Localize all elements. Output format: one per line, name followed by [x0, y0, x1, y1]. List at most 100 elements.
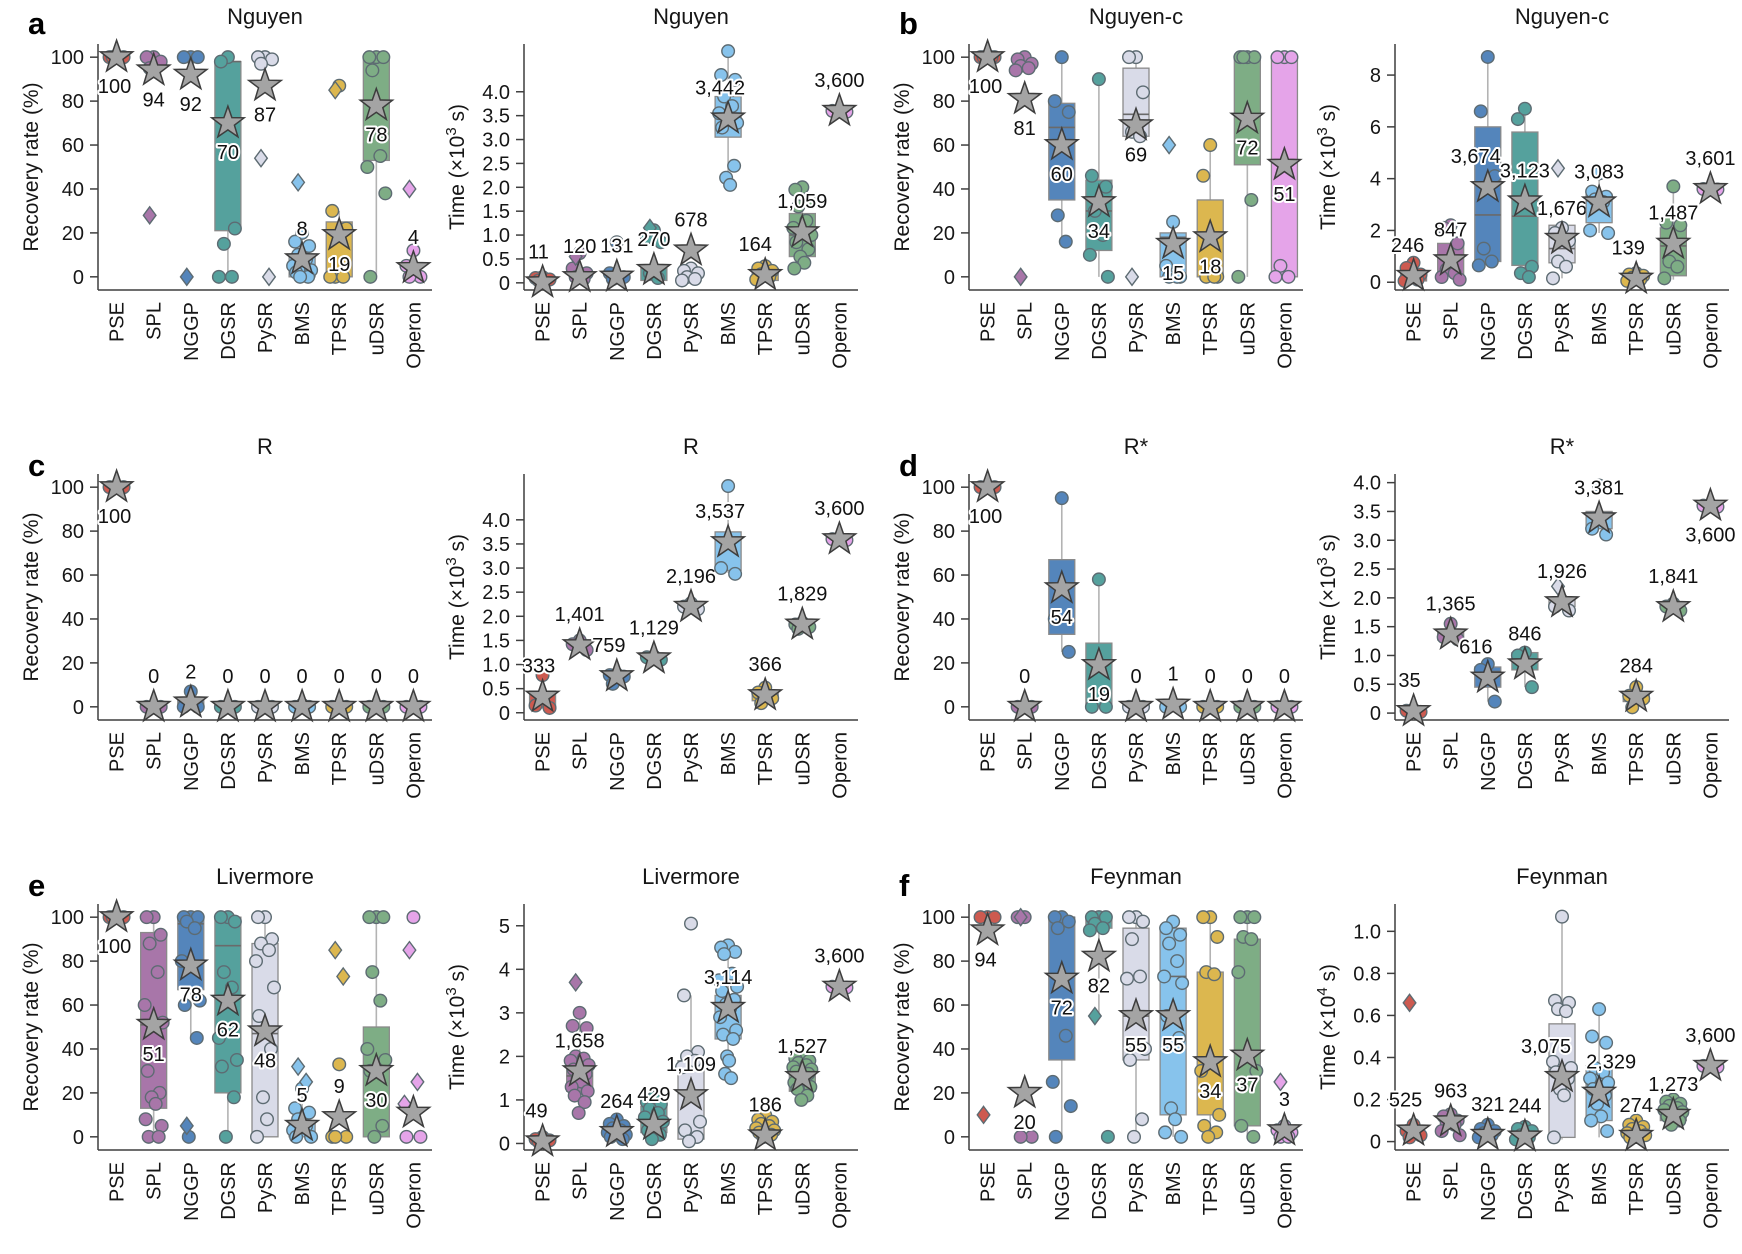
value-label: 18: [1199, 256, 1221, 278]
y-tick-label: 3.0: [1353, 530, 1381, 552]
x-axis: PSE SPL NGGP DGSR PySR BMS TPSR uDSR Operon: [969, 1149, 1303, 1229]
value-label: 69: [1125, 144, 1147, 166]
value-label: 3,083: [1574, 161, 1624, 183]
x-tick-label: SPL: [1441, 1162, 1463, 1200]
series-Operon: 4: [395, 179, 432, 284]
star-marker: [746, 255, 784, 291]
y-tick-label: 80: [933, 521, 955, 543]
series-uDSR: 1,487: [1646, 179, 1700, 286]
chart-title: Nguyen: [653, 4, 729, 29]
value-label: 100: [969, 506, 1002, 528]
data-dot: [1157, 969, 1172, 984]
value-label: 120: [563, 236, 596, 258]
data-dot: [192, 993, 207, 1008]
value-label: 8: [297, 218, 308, 240]
boxplot-svg: Nguyen Recovery rate (%) 0 20 40 60 80 100 PSE SP…: [20, 4, 432, 369]
x-tick-label: Operon: [1274, 302, 1296, 369]
panel-letter-f: f: [899, 868, 910, 903]
value-label: 100: [969, 76, 1002, 98]
x-tick-label: TPSR: [755, 302, 777, 355]
series-Operon: 3,600: [812, 944, 866, 1003]
data-dot: [1091, 72, 1106, 87]
data-diamond: [1124, 267, 1140, 287]
x-tick-label: PSE: [1404, 732, 1426, 772]
data-dot: [1583, 223, 1598, 238]
panel-a: a Nguyen Recovery rate (%) 0 20 40 60 80 100 PSE…: [0, 0, 871, 430]
data-dot: [1592, 478, 1607, 493]
y-axis: 0 20 40 60 80 100: [51, 904, 99, 1150]
value-label: 1,829: [777, 584, 827, 606]
star-marker: [746, 1116, 784, 1151]
x-tick-label: SPL: [1441, 302, 1463, 340]
data-dot: [137, 998, 152, 1013]
series-PSE: 246: [1389, 233, 1432, 292]
data-dot: [1021, 61, 1036, 76]
value-label: 0: [1130, 666, 1141, 688]
series-TPSR: 9: [320, 940, 358, 1144]
star-marker: [821, 967, 858, 1003]
star-marker: [172, 683, 210, 719]
series-BMS: 0: [283, 664, 321, 723]
star-marker: [358, 1051, 395, 1087]
star-marker: [358, 687, 395, 723]
x-tick-label: BMS: [292, 1162, 314, 1205]
value-label: 963: [1434, 1080, 1467, 1102]
x-tick-label: PySR: [1552, 1162, 1574, 1213]
x-tick-label: uDSR: [792, 732, 814, 785]
data-dot: [794, 1092, 809, 1107]
data-dot: [1231, 269, 1246, 284]
data-dot: [213, 910, 228, 925]
value-label: 616: [1459, 637, 1492, 659]
data-dot: [1054, 491, 1069, 506]
star-marker: [709, 99, 747, 135]
data-dot: [714, 561, 729, 576]
series-Operon: 3: [1266, 1072, 1303, 1146]
x-tick-label: PySR: [255, 302, 277, 353]
value-label: 3,600: [814, 70, 864, 92]
data-dot: [293, 269, 308, 284]
y-axis: 0 20 40 60 80 100: [922, 904, 970, 1150]
series-DGSR: 0: [209, 664, 247, 723]
data-dot: [1203, 138, 1218, 153]
y-tick-label: 80: [933, 91, 955, 113]
chart-feynman-recovery: Feynman Recovery rate (%) 0 20 40 60 80 100 PSE S…: [885, 860, 1311, 1254]
x-axis: PSE SPL NGGP DGSR PySR BMS TPSR uDSR Operon: [524, 1149, 858, 1229]
data-dot: [138, 1112, 153, 1127]
series-PySR: 69: [1117, 50, 1155, 287]
data-dot: [567, 1088, 582, 1103]
value-label: 1,273: [1648, 1074, 1698, 1096]
y-tick-label: 2: [1370, 220, 1381, 242]
chart-title: Livermore: [216, 864, 314, 889]
data-dot: [151, 1129, 166, 1144]
x-tick-label: BMS: [1163, 1162, 1185, 1205]
y-tick-label: 0: [499, 273, 510, 295]
star-marker: [1395, 1111, 1432, 1147]
y-tick-label: 40: [933, 179, 955, 201]
star-marker: [135, 687, 172, 723]
data-dot: [1207, 269, 1222, 284]
star-marker: [1006, 687, 1043, 723]
data-dot: [1162, 936, 1177, 951]
y-tick-label: 0: [73, 697, 84, 719]
data-dot: [1063, 1099, 1078, 1114]
chart-nguyen-c-time: Nguyen-c Time (×103 s) 0 2 4 6 8 PSE SPL NGGP DGSR…: [1311, 0, 1737, 400]
series-SPL: 1,365: [1424, 591, 1478, 651]
x-tick-label: DGSR: [218, 302, 240, 360]
panel-d: d R* Recovery rate (%) 0 20 40 60 80 100 PSE SPL N…: [871, 430, 1742, 860]
data-dot: [1196, 168, 1211, 183]
data-dot: [187, 921, 202, 936]
x-tick-label: PSE: [533, 732, 555, 772]
data-dot: [140, 1063, 155, 1078]
data-dot: [375, 1118, 390, 1133]
series-TPSR: 366: [747, 652, 784, 711]
x-tick-label: PSE: [978, 302, 1000, 342]
value-label: 1,129: [629, 617, 679, 639]
data-dot: [1452, 272, 1467, 287]
star-marker: [598, 257, 636, 293]
y-tick-label: 0: [1370, 272, 1381, 294]
y-tick-label: 100: [922, 47, 955, 69]
x-tick-label: TPSR: [755, 1162, 777, 1215]
series-uDSR: 72: [1229, 50, 1266, 284]
series-uDSR: 0: [1229, 664, 1266, 723]
data-dot: [373, 149, 388, 164]
